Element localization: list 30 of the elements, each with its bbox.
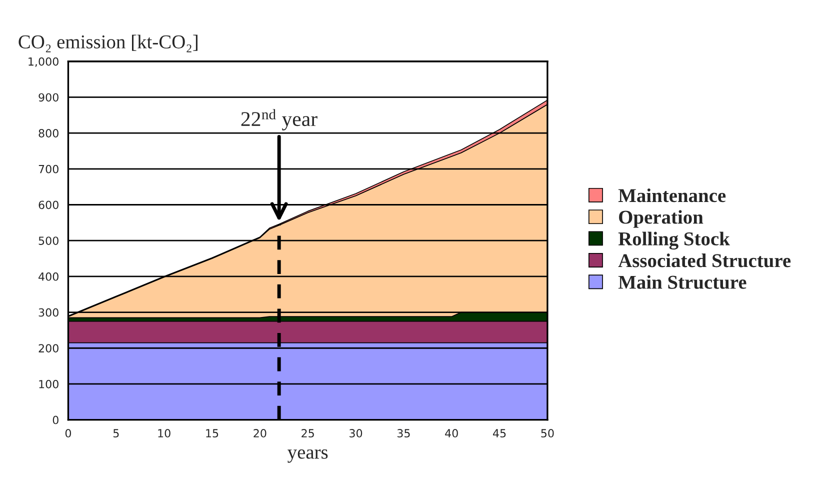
x-tick-label: 15	[206, 429, 218, 438]
y-tick-label: 1,000	[28, 57, 58, 67]
legend-label: Maintenance	[618, 188, 726, 202]
y-tick-label: 500	[38, 236, 58, 245]
y-tick-label: 700	[38, 164, 58, 174]
y-tick-label: 400	[38, 272, 58, 281]
y-tick-label: 0	[52, 416, 58, 424]
legend-label: Operation	[619, 210, 704, 228]
y-tick-label: 300	[38, 308, 58, 317]
annotation: 22$^{nd}$ year	[241, 109, 318, 130]
x-tick-label: 10	[158, 429, 170, 438]
legend-label: Associated Structure	[618, 254, 791, 268]
y-tick-label: 600	[38, 200, 58, 210]
legend-label: Rolling Stock	[618, 232, 730, 250]
y-tick-label: 200	[38, 344, 58, 352]
x-tick-label: 20	[254, 429, 266, 438]
x-tick-label: 0	[65, 429, 72, 438]
y-tick-label: 800	[38, 129, 58, 138]
y-tick-label: 900	[38, 93, 58, 102]
x-tick-label: 40	[445, 429, 458, 438]
x-tick-label: 30	[350, 429, 362, 438]
x-axis-title: years	[288, 449, 328, 463]
x-tick-label: 35	[397, 429, 410, 438]
x-tick-label: 45	[493, 429, 506, 438]
x-tick-label: 25	[302, 429, 314, 438]
y-axis-title: CO₂ emission [kt-CO₂]	[18, 34, 198, 52]
x-tick-label: 5	[113, 429, 119, 438]
x-tick-label: 50	[541, 429, 554, 438]
y-tick-label: 100	[39, 380, 58, 388]
legend-label: Main Structure	[618, 275, 746, 289]
